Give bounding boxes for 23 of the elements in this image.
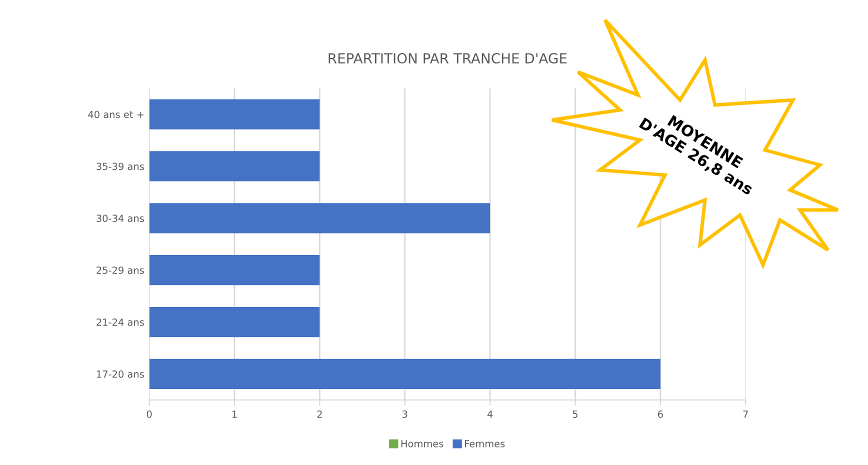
bar — [149, 255, 320, 286]
x-tick-label: 3 — [402, 410, 408, 418]
x-tick-label: 1 — [232, 410, 237, 418]
y-tick-label: 40 ans et + — [88, 110, 144, 118]
x-tick-label: 0 — [146, 410, 152, 418]
x-tick-label: 7 — [743, 410, 748, 418]
y-tick-label: 17-20 ans — [96, 370, 144, 378]
x-tick-label: 6 — [658, 410, 663, 418]
bar — [149, 358, 660, 389]
x-tick-label: 2 — [317, 410, 322, 418]
bar — [149, 99, 320, 130]
chart-title: REPARTITION PAR TRANCHE D'AGE — [328, 53, 567, 64]
bar — [149, 306, 320, 338]
y-tick-label: 25-29 ans — [96, 266, 144, 274]
bar — [149, 203, 490, 234]
x-tick-label: 5 — [572, 410, 578, 418]
legend-label: Hommes — [401, 440, 444, 448]
x-tick-label: 4 — [487, 410, 493, 418]
bar — [149, 151, 320, 182]
y-tick-label: 30-34 ans — [96, 214, 144, 222]
legend-label: Femmes — [465, 440, 505, 448]
y-tick-label: 21-24 ans — [96, 318, 144, 326]
y-tick-label: 35-39 ans — [96, 162, 144, 170]
